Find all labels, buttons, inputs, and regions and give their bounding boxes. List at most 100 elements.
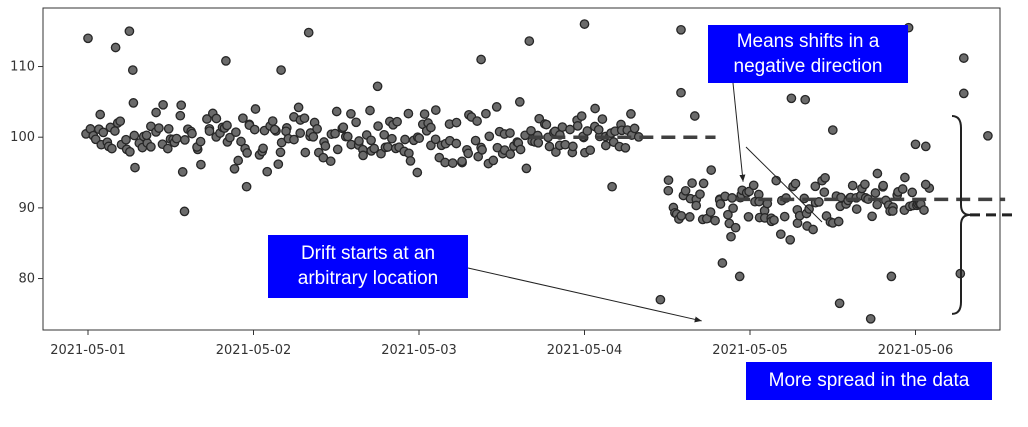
outlier-point: [800, 94, 811, 105]
scatter-point: [867, 211, 877, 222]
scatter-point: [620, 142, 631, 153]
scatter-point: [676, 210, 687, 221]
scatter-point: [195, 136, 206, 147]
scatter-point: [204, 126, 215, 136]
scatter-point: [308, 131, 319, 142]
outlier-point: [983, 130, 993, 141]
means-pointer: [745, 146, 823, 223]
scatter-point: [332, 144, 343, 155]
scatter-point: [568, 141, 578, 152]
scatter-point: [779, 211, 790, 222]
scatter-point: [330, 128, 340, 139]
outlier-point: [372, 81, 383, 92]
scatter-point: [379, 129, 390, 140]
scatter-point: [392, 116, 402, 127]
outlier-point: [476, 54, 486, 65]
scatter-point: [600, 140, 611, 151]
scatter-point: [900, 172, 910, 183]
scatter-point: [447, 158, 458, 168]
scatter-point: [125, 146, 135, 157]
scatter-point: [354, 136, 364, 146]
outlier-point: [958, 53, 969, 63]
scatter-point: [366, 135, 376, 146]
scatter-point: [229, 163, 240, 174]
scatter-point: [684, 212, 695, 222]
scatter-point: [687, 178, 697, 188]
scatter-point: [872, 168, 883, 179]
scatter-point: [175, 110, 186, 121]
outlier-point: [676, 87, 686, 98]
scatter-point: [723, 209, 733, 220]
scatter-point: [572, 121, 583, 131]
outlier-point: [83, 33, 93, 44]
scatter-point: [488, 155, 499, 166]
scatter-point: [626, 109, 636, 119]
outlier-point: [676, 24, 686, 35]
scatter-point: [273, 159, 284, 170]
scatter-point: [293, 102, 304, 113]
scatter-point: [320, 141, 331, 151]
scatter-point: [515, 144, 526, 155]
outlier-point: [717, 258, 728, 268]
scatter-point: [95, 109, 106, 120]
scatter-point: [146, 141, 156, 152]
scatter-point: [769, 215, 779, 225]
scatter-point: [250, 104, 261, 114]
scatter-point: [121, 134, 131, 145]
scatter-point: [808, 224, 818, 235]
scatter-point: [565, 124, 575, 135]
outlier-point: [127, 65, 138, 75]
scatter-point: [171, 133, 182, 144]
scatter-point: [919, 205, 929, 215]
x-tick-label: 2021-05-03: [381, 343, 457, 358]
scatter-point: [775, 229, 786, 240]
y-tick-label: 100: [10, 130, 35, 145]
outlier-point: [110, 42, 121, 53]
scatter-point: [275, 147, 286, 158]
outlier-point: [303, 27, 314, 38]
scatter-point: [590, 103, 600, 114]
scatter-point: [706, 165, 717, 175]
outlier-point: [786, 93, 797, 104]
outlier-point: [524, 36, 535, 46]
scatter-point: [299, 113, 310, 124]
scatter-point: [325, 156, 336, 167]
scatter-point: [582, 126, 593, 136]
scatter-point: [790, 178, 801, 189]
scatter-point: [267, 116, 278, 126]
scatter-point: [526, 125, 536, 136]
scatter-point: [382, 142, 393, 152]
scatter-point: [695, 189, 705, 200]
scatter-point: [451, 117, 462, 128]
scatter-point: [470, 135, 481, 146]
scatter-point: [351, 117, 361, 128]
y-tick-label: 80: [18, 272, 35, 287]
scatter-point: [481, 108, 491, 119]
outlier-point: [655, 294, 666, 305]
annotation-marks: [467, 82, 1012, 323]
scatter-point: [705, 207, 716, 217]
scatter-point: [585, 145, 596, 156]
axes: 2021-05-01 2021-05-02 2021-05-03 2021-05-04…: [10, 60, 953, 358]
means-arrow: [732, 82, 746, 182]
plot-frame: [42, 7, 1001, 331]
scatter-point: [820, 172, 830, 183]
scatter-point: [451, 138, 462, 149]
scatter-point: [814, 197, 824, 207]
scatter-point: [387, 133, 397, 144]
scatter-point: [785, 234, 796, 245]
outlier-point: [827, 125, 838, 135]
x-tick-label: 2021-05-05: [712, 343, 788, 358]
scatter-point: [211, 113, 222, 124]
outlier-point: [221, 56, 231, 66]
outlier-point: [834, 298, 845, 309]
scatter-point: [560, 139, 571, 150]
scatter-point: [414, 133, 425, 144]
scatter-point: [730, 222, 741, 233]
outlier-point: [241, 181, 252, 192]
scatter-point: [860, 179, 870, 190]
scatter-point: [748, 180, 759, 191]
scatter-point: [107, 143, 117, 154]
scatter-point: [369, 143, 380, 154]
scatter-point: [163, 123, 174, 134]
